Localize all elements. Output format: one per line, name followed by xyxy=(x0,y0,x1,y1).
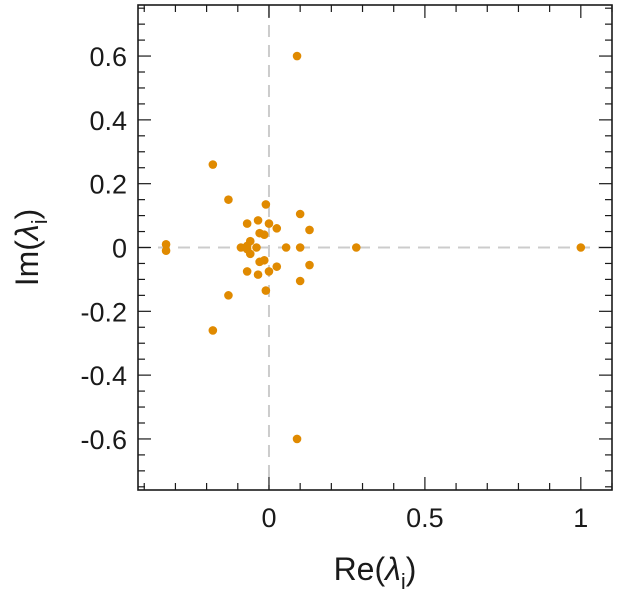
major-ticks xyxy=(138,5,612,490)
data-point xyxy=(242,219,252,228)
y-axis-label-base: Im( xyxy=(9,240,45,287)
data-point xyxy=(261,200,271,209)
data-point xyxy=(264,219,274,228)
data-point xyxy=(208,160,218,169)
y-tick-label: -0.6 xyxy=(80,425,127,455)
y-axis-label-close: ) xyxy=(9,209,45,220)
data-point xyxy=(351,243,361,252)
x-tick-label: 0.5 xyxy=(406,503,444,533)
data-point xyxy=(576,243,586,252)
data-point xyxy=(295,243,305,252)
data-point xyxy=(161,246,171,255)
data-point xyxy=(252,243,261,252)
x-axis-label-subscript: i xyxy=(401,569,406,594)
data-point xyxy=(264,267,274,276)
data-point xyxy=(253,270,263,279)
x-axis-label-base: Re( xyxy=(334,551,386,587)
y-tick-label: 0.2 xyxy=(89,170,127,200)
y-tick-label: -0.4 xyxy=(80,361,127,391)
y-tick-label: 0.6 xyxy=(89,42,127,72)
data-point xyxy=(292,51,302,61)
x-axis-label-close: ) xyxy=(406,551,417,587)
y-axis-label-subscript: i xyxy=(27,219,52,224)
plot-frame xyxy=(137,4,613,491)
x-tick-labels: 0 0.5 1 xyxy=(261,503,588,533)
data-point xyxy=(242,267,252,276)
data-point xyxy=(161,240,171,249)
data-point xyxy=(253,216,263,225)
data-point xyxy=(305,225,314,235)
y-axis-label: Im(λi) xyxy=(9,209,52,287)
data-point xyxy=(224,291,233,300)
y-tick-label: -0.2 xyxy=(80,297,127,327)
data-point xyxy=(259,230,269,240)
data-point xyxy=(295,209,305,219)
y-tick-label: 0.4 xyxy=(89,106,127,136)
data-point xyxy=(236,243,246,252)
data-points xyxy=(161,51,586,444)
data-point xyxy=(281,243,291,252)
x-axis-label: Re(λi) xyxy=(334,551,417,594)
minor-ticks xyxy=(138,5,613,490)
data-point xyxy=(261,286,271,295)
x-tick-label: 0 xyxy=(261,503,276,533)
data-point xyxy=(305,260,314,270)
x-tick-label: 1 xyxy=(573,503,588,533)
zero-lines xyxy=(138,5,612,490)
data-point xyxy=(259,255,269,265)
data-point xyxy=(272,262,282,271)
data-point xyxy=(224,195,233,204)
data-point xyxy=(292,434,302,444)
y-tick-label: 0 xyxy=(112,234,127,264)
x-axis-label-symbol: λ xyxy=(383,551,401,587)
y-tick-labels: 0.6 0.4 0.2 0 -0.2 -0.4 -0.6 xyxy=(80,42,127,455)
data-point xyxy=(272,224,282,233)
y-axis-label-symbol: λ xyxy=(9,224,45,242)
data-point xyxy=(295,276,305,286)
data-point xyxy=(208,326,218,335)
